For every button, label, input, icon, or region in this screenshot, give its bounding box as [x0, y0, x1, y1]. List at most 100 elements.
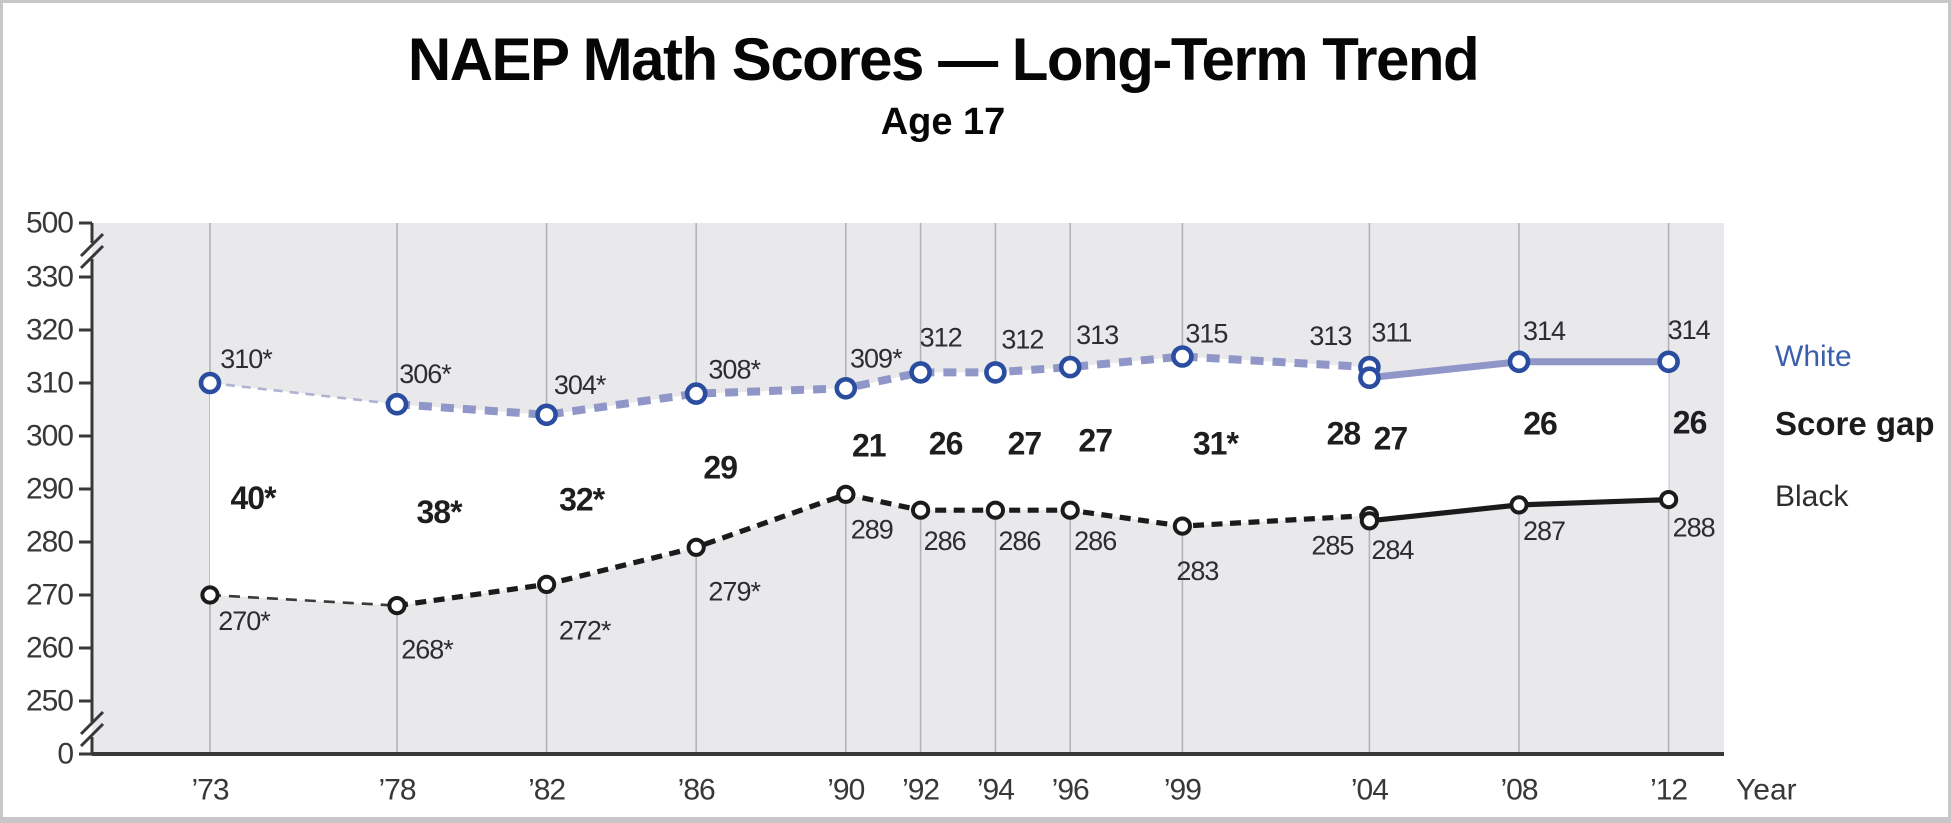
x-tick-label-1999: ’99: [1164, 774, 1201, 807]
legend-item-score-gap: Score gap: [1775, 405, 1935, 442]
marker-white-original-1999: [1171, 345, 1194, 368]
gap-label-1999-original: 31*: [1193, 425, 1240, 461]
label-black-original-1982: 272*: [559, 615, 612, 645]
label-white-original-1978: 306*: [399, 359, 452, 389]
y-tick-label-270: 270: [26, 579, 73, 612]
label-black-original-1992: 286: [924, 526, 966, 556]
label-black-original-1996: 286: [1074, 526, 1116, 556]
marker-black-original-1992: [911, 500, 931, 520]
gap-label-2004-original: 28: [1327, 415, 1361, 451]
axis-break-slash-0-1: [79, 244, 105, 270]
y-tick-label-290: 290: [26, 473, 73, 506]
x-tick-label-1986: ’86: [678, 774, 715, 807]
label-black-original-1973: 270*: [218, 606, 271, 636]
y-tick-label-260: 260: [26, 632, 73, 665]
marker-white-revised-2008: [1507, 350, 1531, 374]
marker-black-original-1999: [1172, 516, 1193, 536]
label-white-original-1992: 312: [920, 322, 962, 352]
gap-label-2004-revised: 27: [1374, 420, 1408, 456]
marker-white-original-1992: [909, 361, 932, 384]
y-tick-label-320: 320: [26, 314, 73, 347]
marker-black-original-1994: [985, 500, 1006, 520]
label-black-original-1994: 286: [998, 526, 1040, 556]
y-tick-label-330: 330: [26, 261, 73, 294]
chart-subtitle: Age 17: [880, 101, 1006, 143]
label-white-original-1996: 313: [1076, 320, 1118, 350]
marker-white-revised-2004: [1358, 366, 1381, 390]
label-black-original-1990: 289: [851, 514, 893, 544]
label-white-revised-2012: 314: [1668, 315, 1711, 345]
marker-white-original-1986: [684, 382, 708, 405]
marker-white-original-1973: [198, 371, 222, 395]
label-white-original-1982: 304*: [554, 370, 607, 400]
label-black-revised-2004: 284: [1371, 535, 1414, 565]
label-white-original-1990: 309*: [850, 343, 903, 373]
label-white-original-1999: 315: [1185, 319, 1227, 349]
y-tick-label-0: 0: [57, 738, 73, 771]
gap-label-2008-revised: 26: [1523, 405, 1557, 441]
label-white-original-1973: 310*: [220, 344, 273, 374]
marker-black-original-1973: [200, 585, 220, 605]
x-tick-label-1992: ’92: [902, 774, 939, 807]
marker-black-original-1996: [1060, 500, 1080, 520]
x-tick-label-1996: ’96: [1052, 774, 1089, 807]
label-black-original-2004: 285: [1311, 531, 1353, 561]
label-white-revised-2008: 314: [1523, 316, 1566, 346]
legend-item-white: White: [1775, 340, 1852, 373]
marker-black-revised-2012: [1659, 490, 1679, 510]
label-white-revised-2004: 311: [1371, 318, 1411, 348]
marker-black-original-1986: [686, 537, 706, 557]
marker-white-original-1982: [535, 403, 558, 427]
legend-item-black: Black: [1775, 480, 1849, 513]
gap-label-1973-original: 40*: [230, 480, 277, 516]
label-white-original-1994: 312: [1001, 324, 1043, 354]
y-tick-label-300: 300: [26, 420, 73, 453]
chart-title: NAEP Math Scores — Long-Term Trend: [407, 26, 1480, 93]
label-black-original-1999: 283: [1176, 556, 1218, 586]
x-tick-label-1994: ’94: [977, 774, 1014, 807]
label-black-original-1986: 279*: [708, 576, 761, 606]
y-tick-label-500: 500: [26, 207, 73, 240]
gap-label-2012-revised: 26: [1673, 405, 1707, 441]
marker-black-original-1978: [387, 596, 407, 616]
gap-label-1986-original: 29: [703, 449, 737, 485]
score-gap-band: [210, 356, 1669, 606]
x-tick-label-1973: ’73: [191, 774, 228, 807]
marker-white-original-1990: [834, 376, 858, 400]
x-tick-label-1978: ’78: [378, 774, 415, 807]
label-white-original-1986: 308*: [708, 355, 761, 385]
gap-label-1990-original: 21: [852, 427, 886, 463]
axis-break-slash-1-1: [79, 722, 105, 748]
label-black-revised-2008: 287: [1523, 516, 1565, 546]
marker-white-original-1994: [984, 361, 1007, 384]
marker-black-revised-2004: [1359, 511, 1380, 531]
x-axis-title: Year: [1736, 774, 1797, 807]
gap-label-1982-original: 32*: [559, 482, 606, 518]
label-white-original-2004: 313: [1309, 321, 1351, 351]
marker-black-revised-2008: [1509, 495, 1529, 515]
gap-label-1994-original: 27: [1008, 425, 1042, 461]
gap-label-1992-original: 26: [929, 425, 963, 461]
marker-white-original-1996: [1058, 355, 1082, 379]
marker-white-revised-2012: [1657, 350, 1680, 374]
y-tick-label-250: 250: [26, 685, 73, 718]
x-tick-label-2008: ’08: [1500, 774, 1537, 807]
gap-label-1978-original: 38*: [416, 494, 463, 530]
x-tick-label-1990: ’90: [827, 774, 864, 807]
x-tick-label-1982: ’82: [528, 774, 565, 807]
axis-break-slash-0-0: [79, 232, 105, 258]
axis-break-slash-1-0: [79, 710, 105, 736]
y-tick-label-310: 310: [26, 367, 73, 400]
x-tick-label-2012: ’12: [1650, 774, 1687, 807]
x-tick-label-2004: ’04: [1351, 774, 1388, 807]
marker-black-original-1982: [537, 574, 557, 595]
label-black-original-1978: 268*: [401, 635, 454, 665]
trend-line-chart: 310* 306* 304* 308* 309* 312 312 313 315 313 311 31…: [26, 207, 1797, 807]
marker-black-original-1990: [836, 484, 856, 504]
gap-label-1996-original: 27: [1078, 423, 1112, 459]
y-tick-label-280: 280: [26, 526, 73, 559]
marker-white-original-1978: [385, 392, 409, 416]
label-black-revised-2012: 288: [1673, 513, 1715, 543]
white-original-line: [396, 352, 1370, 419]
